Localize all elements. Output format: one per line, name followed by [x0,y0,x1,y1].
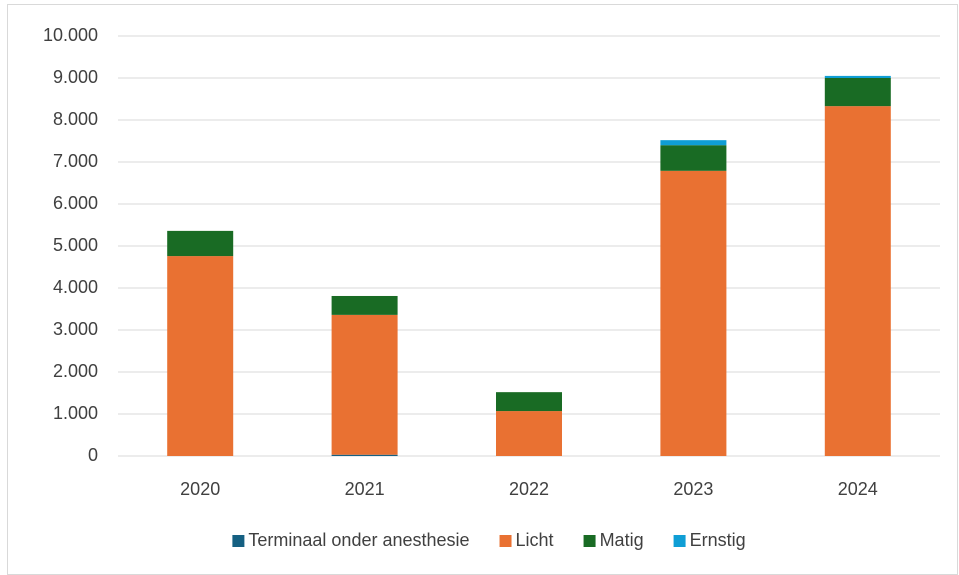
y-tick-label: 5.000 [53,235,98,255]
legend-swatch [499,535,512,547]
legend-label: Ernstig [690,530,746,550]
x-tick-label: 2024 [838,479,878,499]
bar-segment [331,295,398,315]
x-tick-label: 2022 [509,479,549,499]
bar-segment [824,106,891,456]
y-tick-label: 4.000 [53,277,98,297]
y-tick-label: 3.000 [53,319,98,339]
bar-segment [496,392,562,412]
y-tick-label: 6.000 [53,193,98,213]
legend-label: Licht [516,530,554,550]
bar-segment [660,170,727,456]
y-tick-label: 10.000 [43,25,98,45]
x-tick-label: 2021 [345,479,385,499]
x-tick-label: 2020 [180,479,220,499]
y-tick-label: 8.000 [53,109,98,129]
legend-swatch [232,535,245,547]
legend-swatch [673,535,686,547]
bar-segment [167,230,234,257]
bar-segment [496,411,562,456]
chart-border [7,4,958,575]
bar-segment [331,314,398,455]
bar-segment [167,256,234,456]
y-tick-label: 0 [88,445,98,465]
legend-label: Matig [600,530,644,550]
legend-label: Terminaal onder anesthesie [248,530,469,550]
bar-segment [660,140,727,146]
y-tick-label: 2.000 [53,361,98,381]
y-tick-label: 1.000 [53,403,98,423]
bar-segment [660,145,727,171]
y-tick-label: 9.000 [53,67,98,87]
bar-segment [824,78,891,107]
legend-swatch [583,535,596,547]
x-tick-label: 2023 [673,479,713,499]
bar-segment [824,75,891,78]
y-tick-label: 7.000 [53,151,98,171]
bar-segment [331,454,398,456]
